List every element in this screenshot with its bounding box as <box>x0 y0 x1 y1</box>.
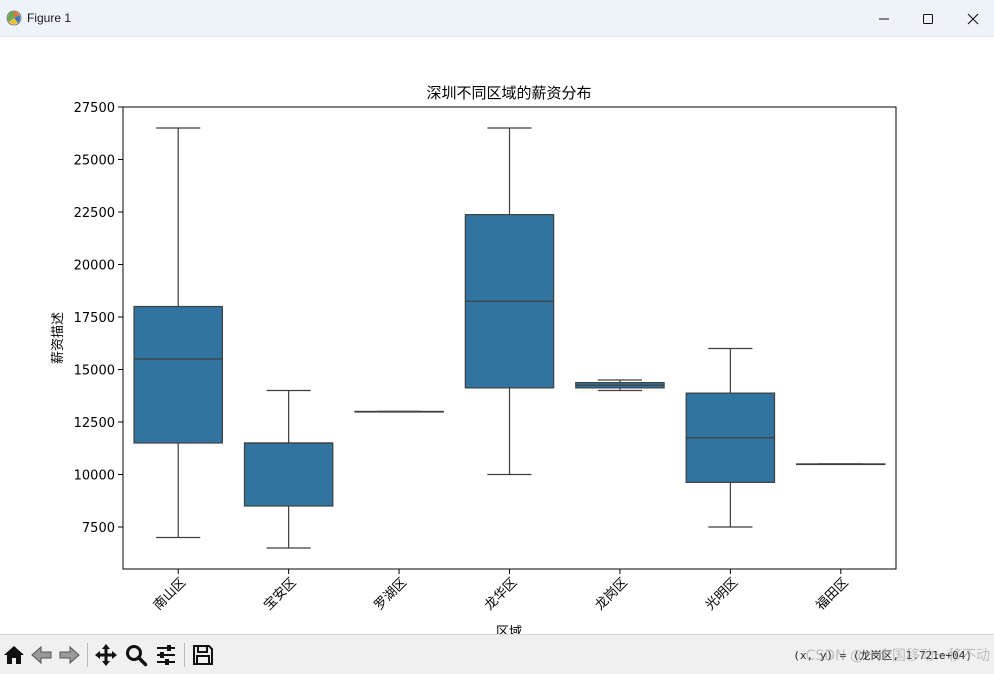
minimize-button[interactable] <box>864 6 904 32</box>
x-tick-label: 南山区 <box>150 575 189 614</box>
home-button[interactable] <box>2 643 26 667</box>
box-3 <box>464 127 555 476</box>
y-axis-label: 薪资描述 <box>51 312 66 364</box>
box-6 <box>796 463 886 466</box>
y-tick-label: 12500 <box>74 416 115 431</box>
toolbar-separator <box>87 643 88 667</box>
window-title: Figure 1 <box>27 11 72 25</box>
x-tick-label: 光明区 <box>703 575 741 613</box>
close-icon <box>967 13 979 25</box>
pan-button[interactable] <box>94 643 118 667</box>
zoom-magnifier-icon <box>126 645 148 667</box>
matplotlib-app-icon <box>6 10 22 26</box>
home-icon <box>4 646 24 664</box>
box-5 <box>685 347 776 528</box>
zoom-button[interactable] <box>124 643 148 667</box>
boxplot-chart: 深圳不同区域的薪资分布 7500 10000 12500 15000 17500 2000… <box>51 84 897 640</box>
y-tick-label: 15000 <box>74 364 115 379</box>
x-tick-label: 宝安区 <box>261 575 299 613</box>
x-axis: 南山区 宝安区 罗湖区 龙华区 龙岗区 光明区 福田区 <box>150 569 852 614</box>
figure-canvas[interactable]: 深圳不同区域的薪资分布 7500 10000 12500 15000 17500 2000… <box>0 37 994 640</box>
configure-subplots-button[interactable] <box>154 643 178 667</box>
save-button[interactable] <box>191 643 215 667</box>
save-floppy-icon <box>193 645 213 665</box>
y-tick-label: 7500 <box>82 521 115 536</box>
toolbar-separator <box>184 643 185 667</box>
window-titlebar: Figure 1 <box>0 0 994 37</box>
box-0 <box>133 127 223 539</box>
x-tick-label: 福田区 <box>813 575 851 613</box>
iqr-box <box>133 305 223 444</box>
maximize-button[interactable] <box>908 6 948 32</box>
box-series <box>133 127 886 549</box>
box-2 <box>354 410 444 413</box>
box-4 <box>575 379 665 392</box>
y-tick-label: 22500 <box>74 206 115 221</box>
x-tick-label: 龙华区 <box>482 575 520 613</box>
x-axis-label: 区域 <box>496 625 522 634</box>
y-tick-label: 10000 <box>74 469 115 484</box>
x-tick-label: 龙岗区 <box>593 575 631 613</box>
y-tick-label: 27500 <box>74 101 115 116</box>
back-button[interactable] <box>30 643 54 667</box>
coordinate-readout: (x, y) = (龙岗区, 1.721e+04) <box>793 649 972 662</box>
y-tick-label: 25000 <box>74 154 115 169</box>
chart-title: 深圳不同区域的薪资分布 <box>426 84 591 102</box>
minimize-icon <box>879 18 889 20</box>
pan-move-icon <box>95 644 117 666</box>
back-arrow-icon <box>31 645 52 665</box>
y-tick-label: 17500 <box>74 311 115 326</box>
maximize-icon <box>923 14 933 24</box>
y-axis: 7500 10000 12500 15000 17500 20000 22500 25000 2… <box>74 101 123 536</box>
iqr-box <box>243 442 334 507</box>
navigation-toolbar: (x, y) = (龙岗区, 1.721e+04) CSDN @一个国移动一移不… <box>0 634 994 674</box>
x-tick-label: 罗湖区 <box>372 575 410 613</box>
box-1 <box>243 389 334 549</box>
configure-subplots-icon <box>157 645 175 665</box>
forward-arrow-icon <box>59 645 80 665</box>
y-tick-label: 20000 <box>74 259 115 274</box>
close-button[interactable] <box>953 6 993 32</box>
forward-button[interactable] <box>57 643 81 667</box>
